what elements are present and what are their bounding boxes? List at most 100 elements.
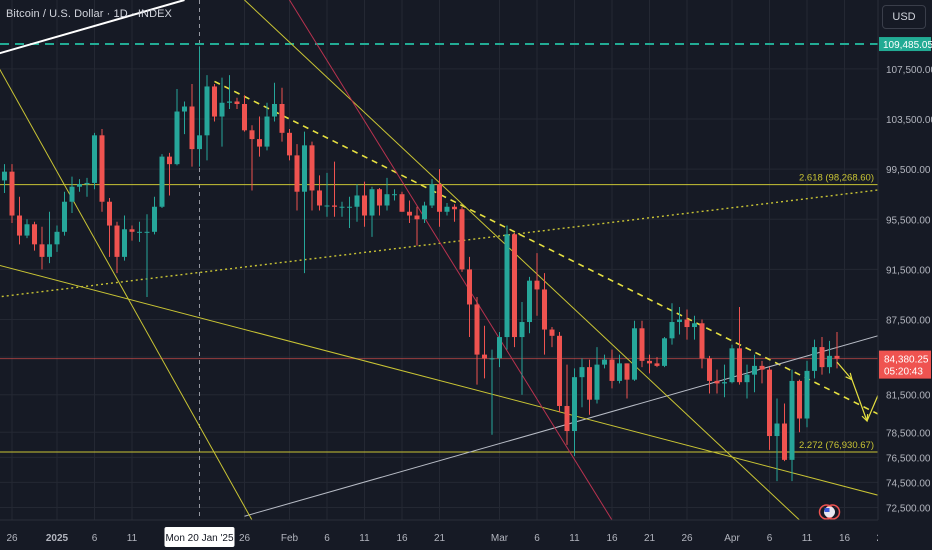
price-tick-label: 99,500.00 (886, 165, 931, 176)
candle-body (579, 367, 585, 378)
candle-body (182, 106, 187, 112)
candle (392, 189, 397, 201)
candle-body (174, 111, 180, 165)
price-level-badge (879, 37, 931, 52)
candle (2, 164, 7, 193)
price-tick-label: 91,500.00 (886, 265, 931, 276)
candle (182, 101, 187, 135)
candle-body (459, 209, 465, 270)
candle-body (392, 194, 397, 196)
price-axis[interactable]: 72,500.00 74,500.00 76,500.00 78,500.00 81,5… (877, 0, 932, 550)
candle-body (669, 322, 675, 339)
candle-body (489, 358, 495, 360)
candle (272, 82, 277, 122)
time-tick-label: 11 (127, 533, 138, 544)
candle-body (744, 374, 750, 383)
candle-body (587, 367, 592, 400)
candle-body (639, 328, 645, 361)
candle-body (264, 116, 270, 147)
candle (677, 306, 682, 335)
candle (332, 161, 337, 217)
candle-body (677, 319, 682, 323)
candle (737, 306, 742, 385)
us-flag-icon (824, 508, 830, 512)
candle (114, 221, 120, 274)
candle (579, 358, 585, 408)
price-tick-label: 87,500.00 (886, 316, 931, 327)
time-tick-label: Apr (724, 533, 740, 544)
candle-body (152, 206, 157, 232)
candle (669, 303, 675, 345)
price-level-badge-label: 109,485.05 (883, 40, 932, 51)
candle (92, 132, 97, 190)
candle-body (399, 194, 405, 212)
candle-body (227, 101, 232, 103)
candle-body (512, 234, 517, 338)
time-tick-label: 6 (534, 533, 540, 544)
candle (159, 154, 165, 208)
candle (752, 354, 757, 393)
candle (339, 201, 345, 217)
candle (279, 87, 285, 142)
candle (137, 221, 142, 242)
candle (662, 337, 667, 368)
candle (242, 95, 247, 132)
candle (377, 187, 382, 216)
time-tick-label: 11 (359, 533, 370, 544)
candle-body (812, 347, 817, 371)
candle-body (84, 182, 90, 185)
candle-body (617, 363, 622, 381)
candle (617, 354, 622, 384)
candle-body (324, 205, 330, 207)
candle (422, 201, 427, 224)
price-axis-background (878, 0, 932, 550)
candle-body (572, 377, 577, 432)
candle (384, 177, 390, 211)
candle (654, 357, 660, 368)
candle (827, 340, 832, 374)
time-tick-label: 11 (802, 533, 813, 544)
candle-body (602, 359, 607, 365)
candle (69, 176, 75, 214)
candle (564, 364, 570, 445)
currency-button[interactable]: USD (882, 5, 926, 29)
candle-body (692, 323, 697, 328)
countdown-label: 05:20:43 (884, 367, 923, 378)
candle-body (197, 135, 202, 150)
candle (804, 360, 810, 428)
candle (324, 172, 330, 217)
candle (542, 273, 547, 355)
candle-body (257, 139, 262, 147)
candle (602, 354, 607, 369)
candle (474, 296, 480, 385)
candle-body (9, 171, 15, 216)
candle-body (54, 231, 60, 245)
candle (609, 349, 615, 389)
candle-body (474, 304, 480, 355)
candle-body (594, 364, 600, 400)
candle-body (534, 280, 540, 290)
candle-body (2, 171, 7, 181)
candle (99, 129, 105, 212)
candle (167, 152, 172, 196)
last-price-badge (879, 350, 931, 379)
grid (0, 0, 920, 520)
candle-body (414, 215, 420, 220)
candle (789, 369, 795, 482)
symbol-title[interactable]: Bitcoin / U.S. Dollar · 1D · INDEX (6, 8, 172, 20)
candle (264, 102, 270, 151)
candle (47, 211, 52, 264)
candle-body (137, 231, 142, 233)
time-tick-label: 6 (324, 533, 330, 544)
time-axis[interactable]: 26 2025 6 11 26 Feb 6 11 16 21 Mar 6 11 16 21 26 Apr 6 11 1… (0, 519, 932, 550)
candle (414, 206, 420, 246)
candle (459, 206, 465, 272)
candle-body (542, 289, 547, 330)
time-tick-label: Feb (281, 533, 299, 544)
price-tick-label: 72,500.00 (886, 503, 931, 514)
candle-body (497, 337, 502, 359)
time-axis-background (0, 520, 878, 550)
candle-body (354, 195, 360, 207)
last-price-label: 84,380.25 (884, 355, 929, 366)
